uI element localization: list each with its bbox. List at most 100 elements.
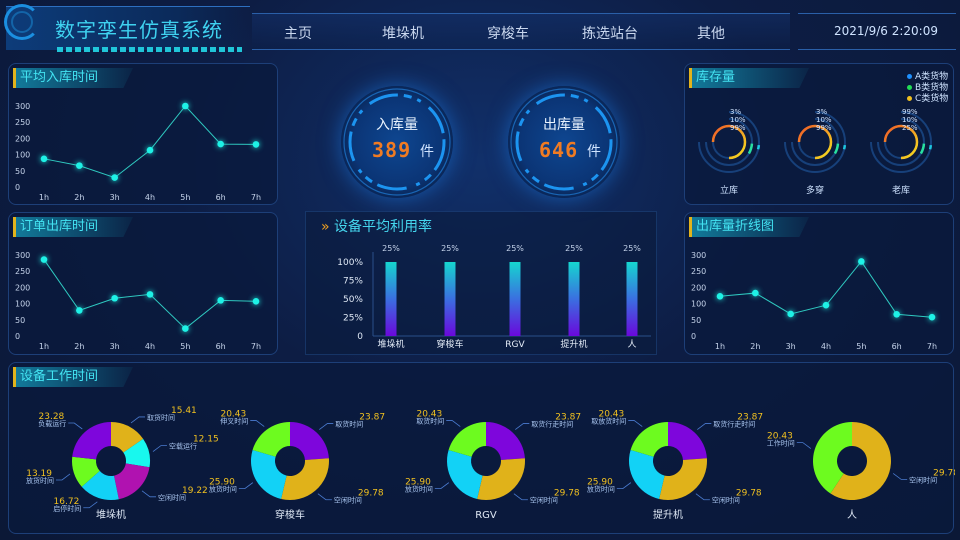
ring-track xyxy=(870,111,932,173)
legend-label: B类货物 xyxy=(915,83,949,93)
donut-slice xyxy=(72,422,111,460)
ring-b-arc xyxy=(833,143,840,155)
inventory-panel: 库存量 A类货物 B类货物 C类货物 3% 10% 99% 立库 3% 10% 99% 多穿 9… xyxy=(684,63,954,205)
y-tick-label: 0 xyxy=(357,332,363,342)
bar-穿梭车 xyxy=(444,262,456,336)
data-point xyxy=(252,298,260,305)
legend-dot-icon xyxy=(907,74,912,79)
donut-slice xyxy=(290,422,329,460)
outbound-line-panel: 出库量折线图 0 50 100 200 250 300 1h 2h 3h 4h 5h 6h 7h xyxy=(684,212,954,355)
nav-home[interactable]: 主页 xyxy=(284,26,312,42)
x-tick-label: 2h xyxy=(74,342,84,351)
slice-value: 29.78 xyxy=(933,468,955,478)
outbound-line-chart: 0 50 100 200 250 300 1h 2h 3h 4h 5h 6h 7h xyxy=(691,251,937,351)
warehouse-name: 多穿 xyxy=(806,184,824,196)
data-point xyxy=(217,297,224,304)
slice-value: 20.43 xyxy=(220,410,246,420)
leader-line xyxy=(892,473,908,480)
logo-inner-ring-icon xyxy=(11,11,33,33)
x-tick-label: 1h xyxy=(39,193,49,202)
warehouse-name: 老库 xyxy=(892,184,910,196)
slice-label: 启停时间 xyxy=(53,504,81,513)
x-tick-label: 7h xyxy=(251,193,261,202)
slice-label: 取货行走时间 xyxy=(531,420,573,429)
x-tick-label: 6h xyxy=(892,342,902,351)
nav-other[interactable]: 其他 xyxy=(697,26,725,42)
y-tick-label: 200 xyxy=(691,283,706,292)
y-tick-label: 200 xyxy=(15,134,30,143)
donut-slice xyxy=(123,438,150,468)
slice-value: 25.90 xyxy=(405,478,431,488)
data-point xyxy=(182,325,189,332)
panel-title: 设备工作时间 xyxy=(13,367,133,387)
ring-track xyxy=(705,118,753,166)
legend-a: A类货物 xyxy=(907,69,948,82)
leader-line xyxy=(250,420,265,427)
donut-slice xyxy=(447,449,483,499)
ring-track xyxy=(698,111,760,173)
leader-line xyxy=(238,482,254,490)
data-point xyxy=(252,141,260,148)
leader-line xyxy=(695,493,710,501)
panel-title: 平均入库时间 xyxy=(13,68,133,88)
x-tick-label: 5h xyxy=(856,342,866,351)
panel-title: 库存量 xyxy=(689,68,809,88)
y-tick-label: 50 xyxy=(15,316,25,325)
chevron-double-right-icon: » xyxy=(321,219,330,235)
datetime: 2021/9/6 2:20:09 xyxy=(834,24,938,38)
donut-slice xyxy=(486,422,525,460)
outbound-unit: 件 xyxy=(587,144,601,160)
y-tick-label: 100 xyxy=(15,151,30,160)
x-tick-label: 4h xyxy=(145,342,155,351)
avg-inbound-panel: 平均入库时间 0 50 100 200 250 300 1h 2h 3h 4h 5h 6h 7h xyxy=(8,63,278,205)
series-line xyxy=(43,105,257,179)
device-name: 堆垛机 xyxy=(96,508,126,521)
data-point xyxy=(928,313,936,321)
donut-slice xyxy=(477,458,525,500)
donut-slice xyxy=(281,458,329,500)
ring-b-arc xyxy=(747,143,754,155)
slice-label: 空闲时间 xyxy=(530,496,558,505)
donut-slice xyxy=(111,422,144,453)
legend-dot-icon xyxy=(907,85,912,90)
x-tick-label: 6h xyxy=(216,342,226,351)
data-point xyxy=(716,293,724,300)
donut-slice xyxy=(830,422,891,500)
ring-a-arc xyxy=(756,144,761,150)
outbound-label: 出库量 xyxy=(543,117,585,133)
leader-line xyxy=(697,423,712,430)
y-tick-label: 50 xyxy=(691,316,701,325)
slice-value: 20.43 xyxy=(416,410,442,420)
data-point xyxy=(111,174,118,181)
ring-value-label: 99% xyxy=(902,108,918,116)
utilization-title: 设备平均利用率 xyxy=(334,219,433,235)
y-tick-label: 200 xyxy=(15,283,30,292)
nav-stacker[interactable]: 堆垛机 xyxy=(382,26,424,42)
legend-label: A类货物 xyxy=(915,72,949,82)
x-tick-label: 6h xyxy=(216,193,226,202)
x-tick-label: 5h xyxy=(180,342,190,351)
order-outbound-chart: 0 50 100 200 250 300 1h 2h 3h 4h 5h 6h 7h xyxy=(15,251,261,351)
work-time-charts: 15.41取货时间12.15空载运行19.22空闲时间16.72启停时间13.1… xyxy=(26,406,955,521)
ring-c-arc xyxy=(797,124,833,160)
nav-shuttle[interactable]: 穿梭车 xyxy=(487,26,529,42)
nav-picking-station[interactable]: 拣选站台 xyxy=(582,26,638,42)
logo-ring-icon xyxy=(4,4,40,40)
ring-c-arc xyxy=(711,124,747,160)
ring-value-label: 3% xyxy=(816,108,827,116)
leader-line xyxy=(56,473,71,481)
x-tick-label: 提升机 xyxy=(560,338,587,350)
bar-data-label: 25% xyxy=(565,244,583,253)
slice-label: 取放货时间 xyxy=(591,417,626,426)
avg-inbound-chart: 0 50 100 200 250 300 1h 2h 3h 4h 5h 6h 7h xyxy=(15,102,261,202)
donut-slice xyxy=(448,422,486,457)
donut-slice xyxy=(252,422,290,457)
slice-label: 空闲时间 xyxy=(712,496,740,505)
leader-line xyxy=(317,493,332,501)
ring-b-arc xyxy=(919,143,926,155)
data-point xyxy=(752,289,759,297)
data-point xyxy=(822,301,830,309)
slice-value: 16.72 xyxy=(54,497,80,507)
data-point xyxy=(111,294,118,302)
